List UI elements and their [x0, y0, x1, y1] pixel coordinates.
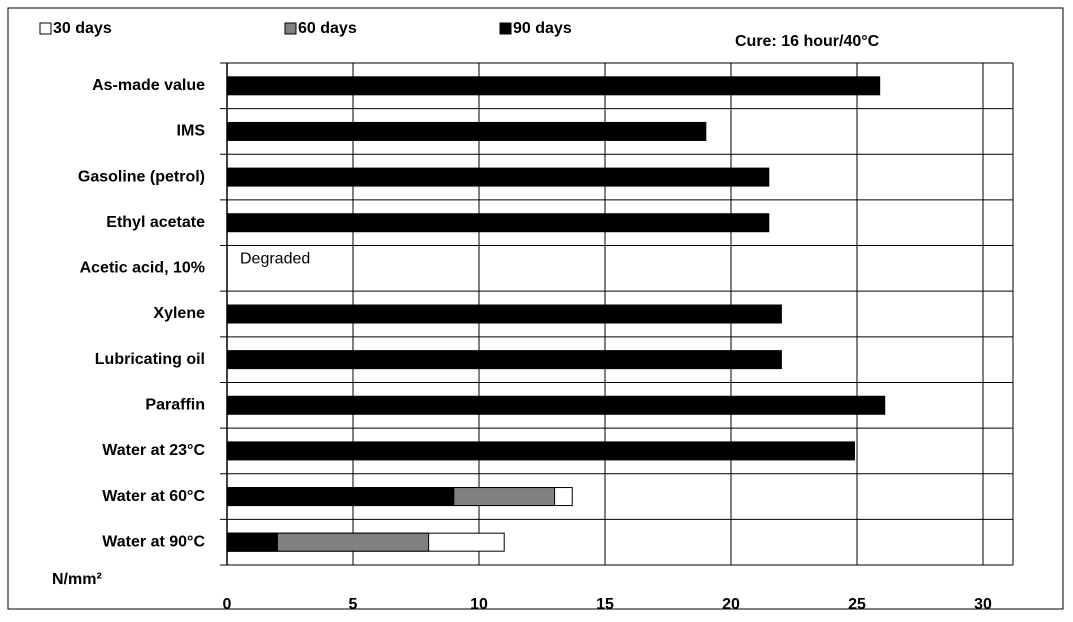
- x-tick-label: 5: [349, 596, 358, 613]
- y-tick-label: Acetic acid, 10%: [80, 260, 205, 277]
- legend-swatch: [39, 22, 52, 35]
- y-tick-label: Xylene: [153, 305, 205, 322]
- y-tick-label: IMS: [177, 123, 206, 140]
- x-tick-label: 20: [722, 596, 740, 613]
- y-tick-label: Ethyl acetate: [106, 214, 205, 231]
- bar: [226, 213, 770, 233]
- x-tick-label: 15: [596, 596, 614, 613]
- x-axis-label: N/mm²: [52, 571, 102, 588]
- legend-label: 90 days: [513, 20, 572, 37]
- legend-swatch: [499, 22, 512, 35]
- bar: [226, 304, 782, 324]
- bar: [226, 441, 855, 461]
- bar: [226, 532, 278, 552]
- legend-label: 60 days: [298, 20, 357, 37]
- y-tick-label: Water at 60°C: [102, 488, 205, 505]
- y-tick-label: Water at 23°C: [102, 442, 205, 459]
- bar: [226, 76, 881, 96]
- x-tick-label: 0: [223, 596, 232, 613]
- x-tick-label: 25: [848, 596, 866, 613]
- bar: [226, 350, 782, 370]
- x-tick-label: 30: [974, 596, 992, 613]
- cure-note: Cure: 16 hour/40°C: [735, 33, 880, 50]
- y-tick-label: Water at 90°C: [102, 533, 205, 550]
- y-tick-label: As-made value: [92, 77, 205, 94]
- annotation: Degraded: [240, 250, 310, 267]
- bar: [226, 487, 455, 507]
- y-tick-label: Lubricating oil: [95, 351, 205, 368]
- legend-label: 30 days: [53, 20, 112, 37]
- x-tick-label: 10: [470, 596, 488, 613]
- bar: [226, 121, 707, 141]
- y-tick-label: Gasoline (petrol): [78, 168, 205, 185]
- y-tick-label: Paraffin: [145, 396, 205, 413]
- bar: [226, 167, 770, 187]
- bar: [226, 395, 886, 415]
- legend-swatch: [284, 22, 297, 35]
